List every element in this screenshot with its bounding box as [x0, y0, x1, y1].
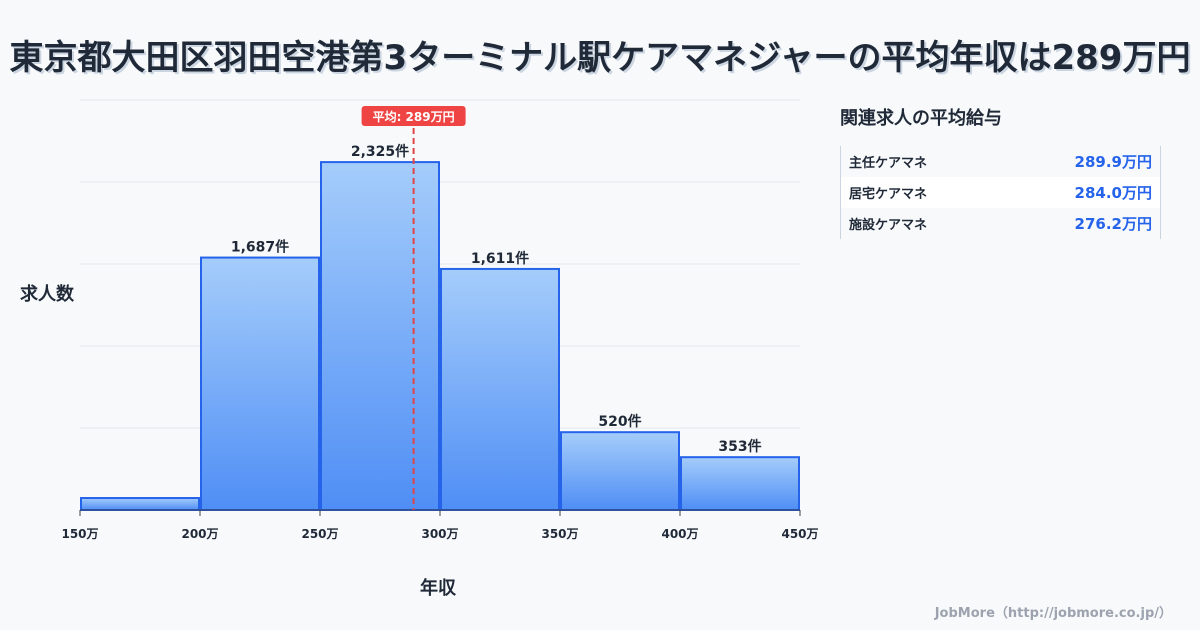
x-axis-label: 年収	[420, 578, 456, 599]
related-salaries-table: 主任ケアマネ 289.9万円 居宅ケアマネ 284.0万円 施設ケアマネ 276.2万…	[840, 146, 1161, 239]
x-tick-label: 350万	[541, 527, 578, 541]
footer-credit: JobMore（http://jobmore.co.jp/）	[934, 606, 1172, 621]
bar-value-label: 2,325件	[351, 143, 409, 160]
histogram-bar	[200, 256, 320, 512]
bar-value-label: 353件	[718, 438, 761, 455]
histogram-bar	[440, 267, 560, 511]
salary-row: 施設ケアマネ 276.2万円	[841, 208, 1160, 239]
bar-value-label: 520件	[598, 413, 641, 430]
x-tick-label: 450万	[781, 527, 818, 541]
y-axis-label: 求人数	[20, 284, 74, 305]
chart-title: 東京都大田区羽田空港第3ターミナル駅ケアマネジャーの平均年収は289万円	[9, 38, 1191, 78]
job-name: 主任ケアマネ	[849, 156, 928, 171]
salary-row: 主任ケアマネ 289.9万円	[841, 146, 1160, 177]
histogram-bar	[320, 161, 440, 511]
x-tick-label: 200万	[181, 527, 218, 541]
related-salaries-title: 関連求人の平均給与	[840, 108, 1002, 129]
salary-row: 居宅ケアマネ 284.0万円	[841, 177, 1160, 208]
job-salary: 289.9万円	[1074, 153, 1152, 171]
histogram-bar	[560, 431, 680, 512]
histogram-bar	[680, 456, 800, 511]
job-name: 居宅ケアマネ	[849, 187, 928, 202]
mean-badge	[361, 106, 466, 126]
mean-label: 平均: 289万円	[373, 109, 455, 124]
histogram: 1,687件 2,325件 1,611件 520件 353件 150万 200万 250万 30…	[61, 99, 819, 541]
bar-value-label: 1,611件	[471, 250, 529, 267]
job-salary: 284.0万円	[1074, 184, 1152, 202]
job-name: 施設ケアマネ	[849, 218, 928, 233]
histogram-bar	[80, 497, 200, 512]
x-tick-label: 250万	[301, 527, 338, 541]
job-salary: 276.2万円	[1074, 215, 1152, 233]
x-tick-label: 300万	[421, 527, 458, 541]
x-tick-label: 400万	[661, 527, 698, 541]
bar-value-label: 1,687件	[231, 239, 289, 256]
x-tick-label: 150万	[61, 527, 98, 541]
